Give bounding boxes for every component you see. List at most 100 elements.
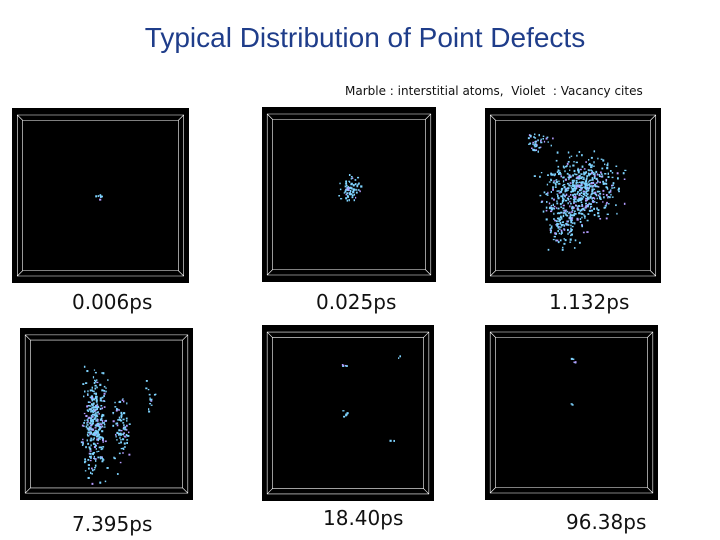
vacancy-site xyxy=(104,420,107,422)
interstitial-atom xyxy=(587,187,591,189)
vacancy-site xyxy=(100,423,103,426)
interstitial-atom xyxy=(578,177,581,179)
interstitial-atom xyxy=(558,220,561,222)
interstitial-atom xyxy=(570,187,573,189)
interstitial-atom xyxy=(569,175,572,179)
interstitial-atom xyxy=(348,186,351,189)
vacancy-site xyxy=(98,413,100,415)
interstitial-atom xyxy=(611,196,614,198)
interstitial-atom xyxy=(123,442,126,445)
interstitial-atom xyxy=(570,230,572,232)
interstitial-atom xyxy=(86,439,88,442)
vacancy-site xyxy=(93,446,97,449)
interstitial-atom xyxy=(563,212,566,214)
interstitial-atom xyxy=(96,415,99,418)
vacancy-site xyxy=(566,187,569,190)
interstitial-atom xyxy=(550,191,552,193)
vacancy-site xyxy=(605,203,608,205)
interstitial-atom xyxy=(597,157,599,160)
interstitial-atom xyxy=(603,182,606,185)
interstitial-atom xyxy=(94,371,97,374)
interstitial-atom xyxy=(618,190,620,193)
interstitial-atom xyxy=(578,181,581,183)
interstitial-atom xyxy=(99,438,101,440)
interstitial-atom xyxy=(85,425,88,428)
interstitial-atom xyxy=(96,406,99,409)
interstitial-atom xyxy=(574,187,577,190)
interstitial-atom xyxy=(95,385,97,387)
interstitial-atom xyxy=(580,181,582,184)
interstitial-atom xyxy=(348,198,350,202)
interstitial-atom xyxy=(569,217,572,220)
interstitial-atom xyxy=(590,165,593,167)
interstitial-atom xyxy=(595,194,598,197)
interstitial-atom xyxy=(91,469,94,472)
interstitial-atom xyxy=(608,196,611,199)
interstitial-atom xyxy=(92,398,96,401)
caption-panel-3: 1.132ps xyxy=(549,290,630,314)
interstitial-atom xyxy=(559,226,562,228)
interstitial-atom xyxy=(571,190,574,193)
interstitial-atom xyxy=(94,466,96,469)
interstitial-atom xyxy=(86,409,89,412)
interstitial-atom xyxy=(588,163,590,166)
interstitial-atom xyxy=(593,188,596,190)
interstitial-atom xyxy=(97,422,100,425)
interstitial-atom xyxy=(116,439,118,441)
interstitial-atom xyxy=(94,429,97,432)
interstitial-atom xyxy=(587,172,590,175)
vacancy-site xyxy=(555,224,558,226)
interstitial-atom xyxy=(593,150,596,153)
interstitial-atom xyxy=(117,419,120,421)
interstitial-atom xyxy=(595,202,598,204)
vacancy-site xyxy=(580,188,583,190)
interstitial-atom xyxy=(603,196,605,199)
vacancy-site xyxy=(592,184,595,187)
interstitial-atom xyxy=(94,417,97,419)
vacancy-site xyxy=(97,419,99,421)
interstitial-atom xyxy=(95,412,97,414)
interstitial-atom xyxy=(591,185,594,188)
interstitial-atom xyxy=(583,171,585,174)
vacancy-site xyxy=(569,205,571,208)
vacancy-site xyxy=(91,467,93,470)
interstitial-atom xyxy=(94,379,96,382)
interstitial-atom xyxy=(555,183,557,186)
interstitial-atom xyxy=(579,189,582,192)
interstitial-atom xyxy=(589,179,592,181)
interstitial-atom xyxy=(583,215,586,218)
interstitial-atom xyxy=(350,178,353,180)
interstitial-atom xyxy=(594,185,597,188)
interstitial-atom xyxy=(553,235,556,238)
simulation-box-frame xyxy=(267,332,429,494)
interstitial-atom xyxy=(599,198,602,200)
interstitial-atom xyxy=(556,180,558,184)
vacancy-site xyxy=(535,149,538,152)
interstitial-atom xyxy=(120,439,122,441)
vacancy-site xyxy=(583,190,586,193)
vacancy-site xyxy=(560,175,563,178)
interstitial-atom xyxy=(114,406,117,408)
interstitial-atom xyxy=(562,221,565,223)
interstitial-atom xyxy=(344,190,347,193)
vacancy-site xyxy=(558,226,561,228)
vacancy-site xyxy=(593,197,596,200)
interstitial-atom xyxy=(534,143,537,146)
interstitial-atom xyxy=(91,407,94,409)
interstitial-atom xyxy=(611,176,614,179)
interstitial-atom xyxy=(119,436,121,439)
interstitial-atom xyxy=(353,193,356,196)
interstitial-atom xyxy=(86,393,89,396)
interstitial-atom xyxy=(107,379,109,382)
interstitial-atom xyxy=(586,196,589,199)
interstitial-atom xyxy=(550,226,553,229)
interstitial-atom xyxy=(593,201,596,203)
vacancy-site xyxy=(122,452,124,454)
interstitial-atom xyxy=(581,203,583,206)
interstitial-atom xyxy=(101,458,104,460)
interstitial-atom xyxy=(344,185,347,188)
interstitial-atom xyxy=(600,158,603,160)
interstitial-atom xyxy=(99,418,102,421)
interstitial-atom xyxy=(346,199,349,202)
interstitial-atom xyxy=(553,207,555,210)
